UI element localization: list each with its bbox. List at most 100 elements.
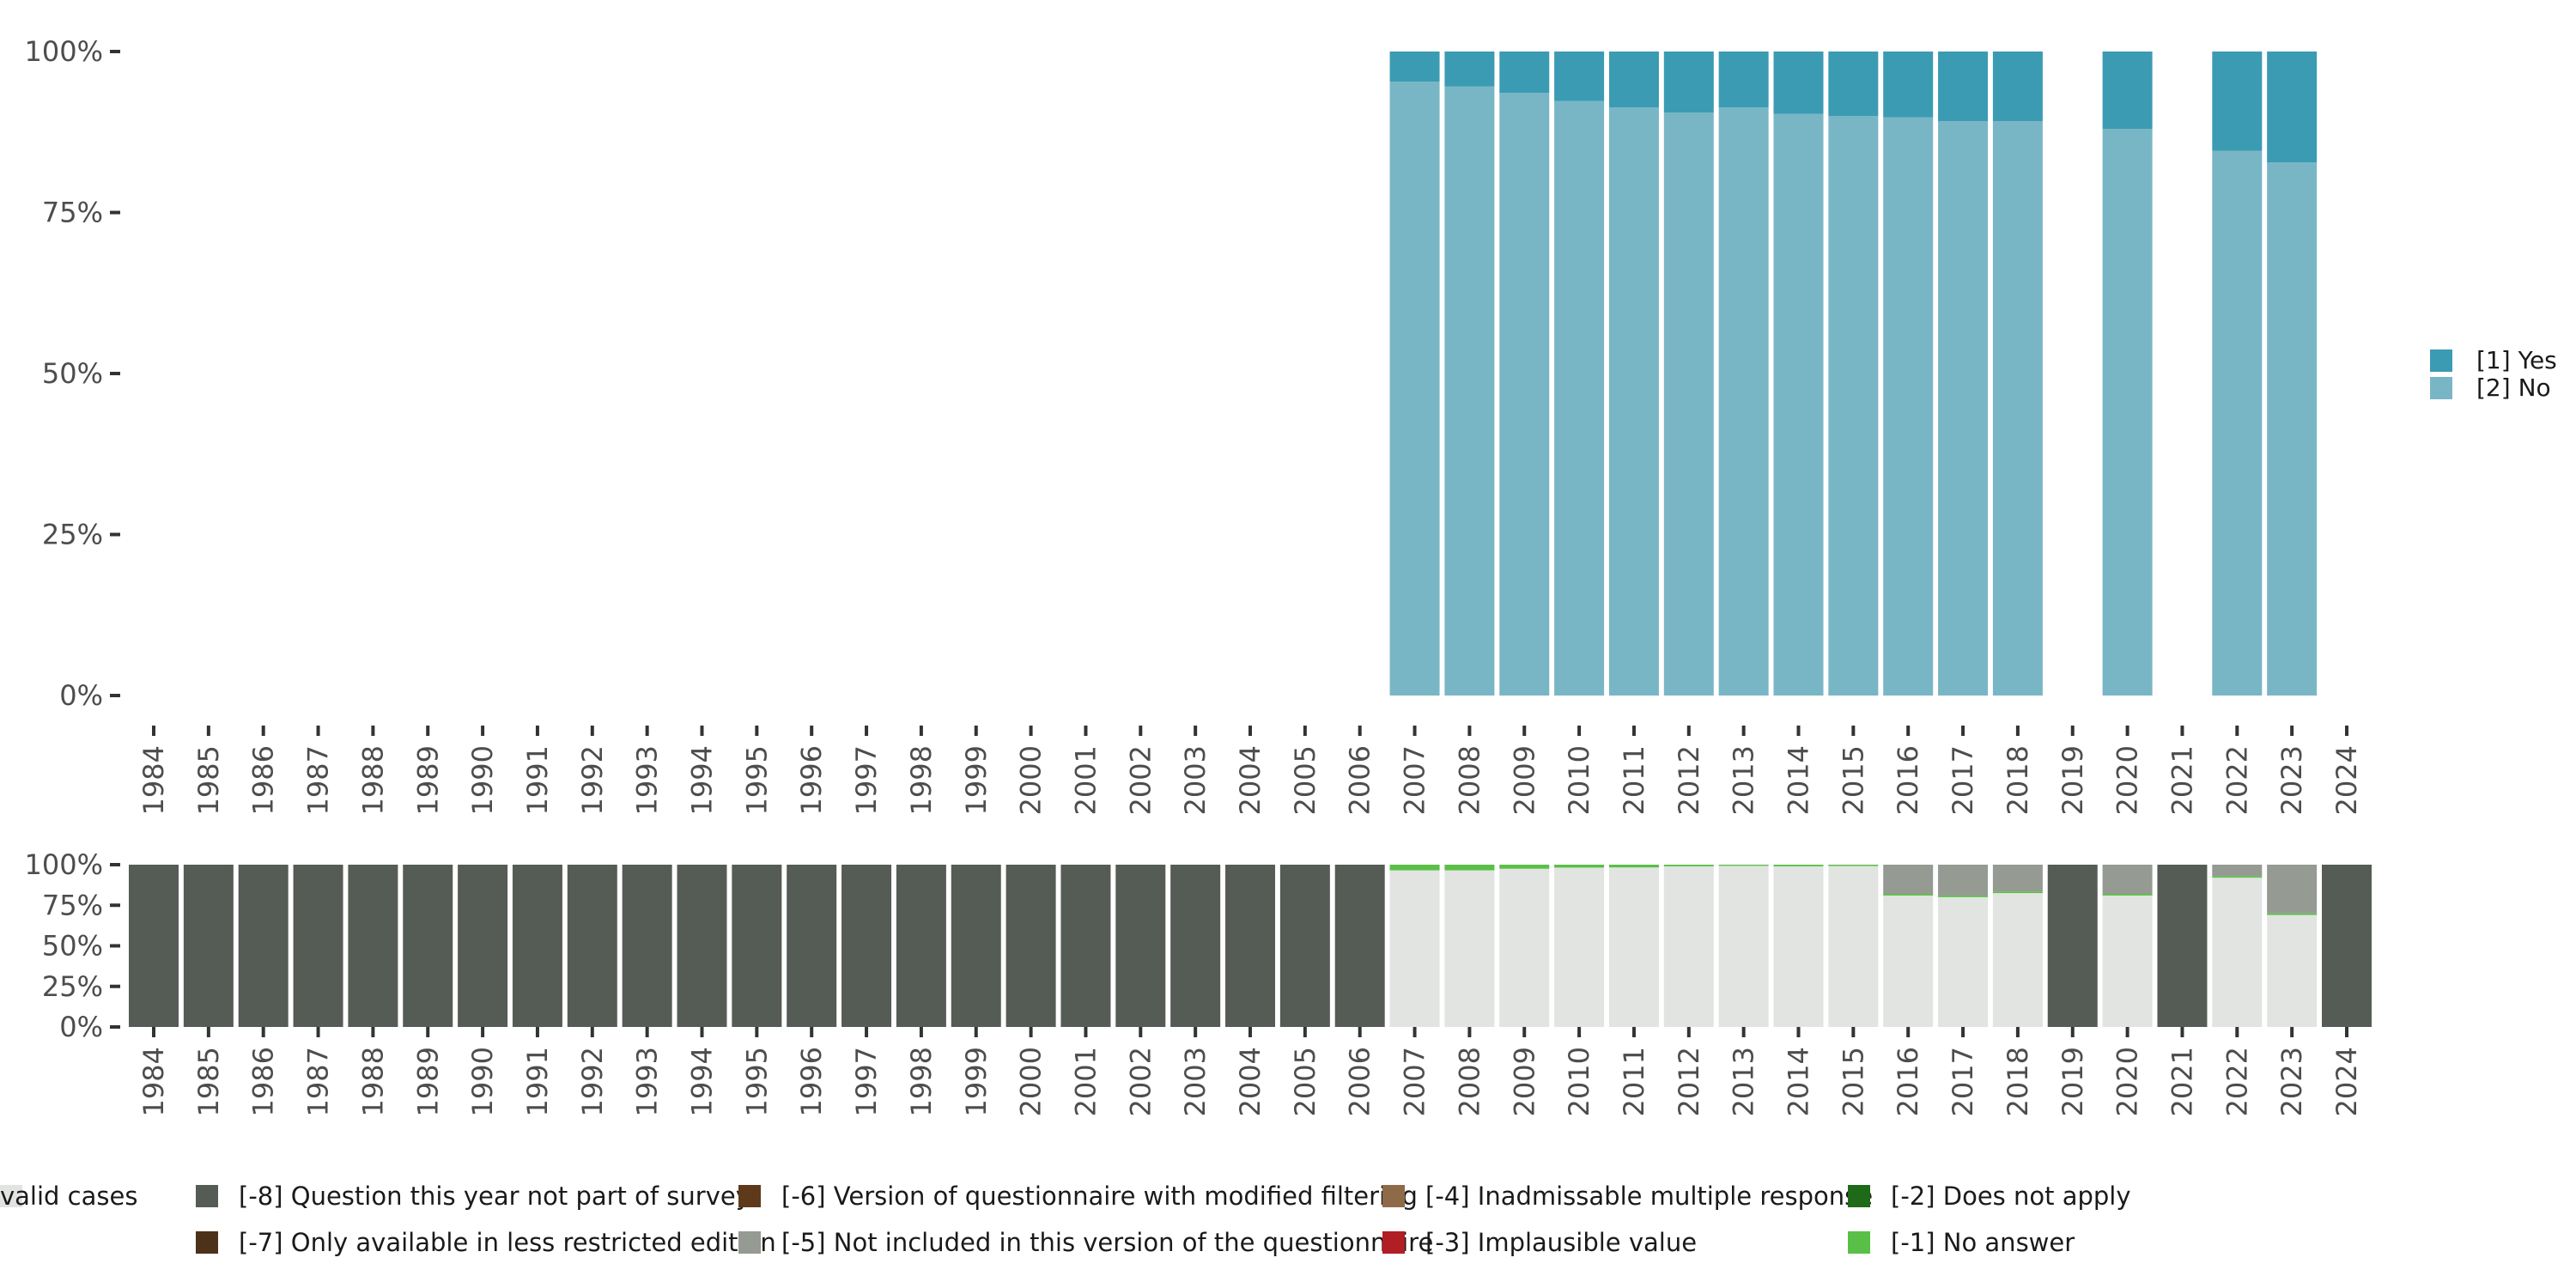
top-x-tick-label: 1997 xyxy=(850,745,883,815)
bottom-bar-5-not-included-in-this-version-of-the-questionnaire-2022 xyxy=(2212,865,2263,877)
bottom-x-tick-label: 1984 xyxy=(137,1047,170,1116)
top-bar-1-yes-2018 xyxy=(1992,52,2043,121)
bottom-x-tick-label: 1986 xyxy=(247,1047,280,1116)
bottom-bar-8-question-this-year-not-part-of-survey-1988 xyxy=(348,865,398,1027)
bottom-bar-valid-cases-2016 xyxy=(1883,895,1934,1027)
bottom-x-tick-label: 1992 xyxy=(576,1047,609,1116)
bottom-x-tick-label: 2006 xyxy=(1344,1047,1376,1116)
top-bar-2-no-2017 xyxy=(1938,121,1989,696)
top-bar-1-yes-2023 xyxy=(2267,52,2318,162)
top-x-tick-label: 2008 xyxy=(1453,745,1485,815)
bottom-bar-1-no-answer-2016 xyxy=(1883,894,1934,896)
bottom-x-tick-label: 2018 xyxy=(2002,1047,2034,1116)
top-x-tick-label: 1986 xyxy=(247,745,280,815)
top-bar-1-yes-2017 xyxy=(1938,52,1989,121)
bottom-bar-8-question-this-year-not-part-of-survey-2006 xyxy=(1334,865,1385,1027)
bottom-bar-1-no-answer-2022 xyxy=(2212,876,2263,878)
bottom-bar-8-question-this-year-not-part-of-survey-2024 xyxy=(2322,865,2372,1027)
bottom-bar-1-no-answer-2007 xyxy=(1389,865,1440,871)
top-x-tick-label: 1991 xyxy=(521,745,554,815)
top-bar-2-no-2013 xyxy=(1718,107,1769,696)
legend-label-5-not-included-in-this-version-of-the-questionnaire: [-5] Not included in this version of the… xyxy=(781,1228,1433,1257)
bottom-bar-1-no-answer-2009 xyxy=(1499,865,1550,869)
bottom-bar-8-question-this-year-not-part-of-survey-2001 xyxy=(1060,865,1111,1027)
bottom-x-tick-label: 2013 xyxy=(1728,1047,1760,1116)
top-x-tick-label: 2015 xyxy=(1837,745,1869,815)
bottom-bar-valid-cases-2022 xyxy=(2212,878,2263,1027)
bottom-bar-8-question-this-year-not-part-of-survey-1992 xyxy=(567,865,617,1027)
top-x-tick-label: 2011 xyxy=(1618,745,1650,815)
right-legend: [1] Yes[2] No xyxy=(2430,346,2557,402)
bottom-x-tick-label: 2008 xyxy=(1453,1047,1485,1116)
bottom-x-tick-label: 2012 xyxy=(1673,1047,1705,1116)
top-x-tick-label: 1989 xyxy=(411,745,444,815)
bottom-bar-8-question-this-year-not-part-of-survey-1996 xyxy=(787,865,837,1027)
top-y-tick-label: 75% xyxy=(42,197,103,229)
bottom-bar-5-not-included-in-this-version-of-the-questionnaire-2023 xyxy=(2267,865,2318,914)
bottom-bar-8-question-this-year-not-part-of-survey-1995 xyxy=(732,865,782,1027)
top-bar-2-no-2023 xyxy=(2267,162,2318,696)
bottom-x-tick-label: 2019 xyxy=(2057,1047,2089,1116)
top-bar-1-yes-2016 xyxy=(1883,52,1934,118)
legend-label-1-no-answer: [-1] No answer xyxy=(1891,1228,2075,1257)
top-x-tick-label: 2024 xyxy=(2330,745,2363,815)
bottom-bar-8-question-this-year-not-part-of-survey-1989 xyxy=(403,865,453,1027)
top-bar-2-no-2015 xyxy=(1828,116,1879,696)
top-x-tick-label: 2009 xyxy=(1508,745,1540,815)
bottom-x-tick-label: 1989 xyxy=(411,1047,444,1116)
top-bar-2-no-2018 xyxy=(1992,121,2043,696)
bottom-bar-1-no-answer-2014 xyxy=(1773,865,1824,866)
bottom-bar-8-question-this-year-not-part-of-survey-2002 xyxy=(1115,865,1166,1027)
top-x-tick-label: 1996 xyxy=(795,745,828,815)
bottom-x-tick-label: 2015 xyxy=(1837,1047,1869,1116)
top-bar-2-no-2012 xyxy=(1663,112,1714,696)
bottom-bar-valid-cases-2023 xyxy=(2267,914,2318,1027)
bottom-x-tick-label: 1998 xyxy=(905,1047,938,1116)
legend-label-4-inadmissable-multiple-response: [-4] Inadmissable multiple response xyxy=(1425,1182,1873,1211)
bottom-x-tick-label: 1995 xyxy=(740,1047,773,1116)
bottom-x-tick-label: 2001 xyxy=(1069,1047,1102,1116)
legend-label-2-no: [2] No xyxy=(2476,374,2551,402)
bottom-x-tick-label: 2000 xyxy=(1015,1047,1048,1116)
top-bar-1-yes-2015 xyxy=(1828,52,1879,116)
top-x-tick-label: 1988 xyxy=(356,745,389,815)
top-bar-1-yes-2008 xyxy=(1444,52,1495,87)
top-bar-2-no-2014 xyxy=(1773,113,1824,696)
bottom-bar-5-not-included-in-this-version-of-the-questionnaire-2018 xyxy=(1992,865,2043,892)
top-x-tick-label: 1995 xyxy=(740,745,773,815)
bottom-bar-8-question-this-year-not-part-of-survey-1984 xyxy=(129,865,179,1027)
bottom-bar-valid-cases-2009 xyxy=(1499,868,1550,1027)
top-bar-1-yes-2022 xyxy=(2212,52,2263,151)
top-bar-1-yes-2020 xyxy=(2102,52,2153,129)
bottom-bar-8-question-this-year-not-part-of-survey-2021 xyxy=(2157,865,2208,1027)
bottom-bar-1-no-answer-2015 xyxy=(1828,865,1879,866)
bottom-x-tick-label: 1990 xyxy=(466,1047,499,1116)
bottom-x-tick-label: 2017 xyxy=(1947,1047,1979,1116)
bottom-x-tick-label: 2020 xyxy=(2111,1047,2144,1116)
top-chart: 0% 25% 50% 75% 100% 1984 1985 1986 1987 1988 1989 1… xyxy=(25,35,2363,815)
top-x-tick-label: 2018 xyxy=(2002,745,2034,815)
bottom-bar-5-not-included-in-this-version-of-the-questionnaire-2016 xyxy=(1883,865,1934,895)
top-bar-1-yes-2009 xyxy=(1499,52,1550,93)
bottom-bar-valid-cases-2017 xyxy=(1938,896,1989,1027)
top-x-tick-label: 2023 xyxy=(2275,745,2308,815)
legend-label-8-question-this-year-not-part-of-survey: [-8] Question this year not part of surv… xyxy=(239,1182,750,1211)
bottom-bar-8-question-this-year-not-part-of-survey-1990 xyxy=(458,865,508,1027)
bottom-bar-1-no-answer-2018 xyxy=(1992,891,2043,894)
bottom-bar-1-no-answer-2023 xyxy=(2267,913,2318,915)
top-x-tick-label: 2002 xyxy=(1124,745,1157,815)
bottom-x-tick-label: 2003 xyxy=(1179,1047,1212,1116)
legend-swatch-2-no xyxy=(2430,377,2452,399)
top-x-tick-label: 1993 xyxy=(631,745,664,815)
legend-swatch-6-version-of-questionnaire-with-modified-filtering xyxy=(738,1185,761,1207)
top-x-tick-label: 2010 xyxy=(1563,745,1595,815)
top-x-tick-label: 2012 xyxy=(1673,745,1705,815)
bottom-x-tick-label: 2022 xyxy=(2221,1047,2253,1116)
bottom-bar-8-question-this-year-not-part-of-survey-1986 xyxy=(238,865,289,1027)
top-bar-1-yes-2010 xyxy=(1554,52,1605,101)
bottom-x-tick-label: 2024 xyxy=(2330,1047,2363,1116)
bottom-x-tick-label: 1993 xyxy=(631,1047,664,1116)
top-bar-2-no-2020 xyxy=(2102,129,2153,696)
bottom-x-tick-label: 1991 xyxy=(521,1047,554,1116)
bottom-bar-1-no-answer-2011 xyxy=(1608,865,1659,868)
